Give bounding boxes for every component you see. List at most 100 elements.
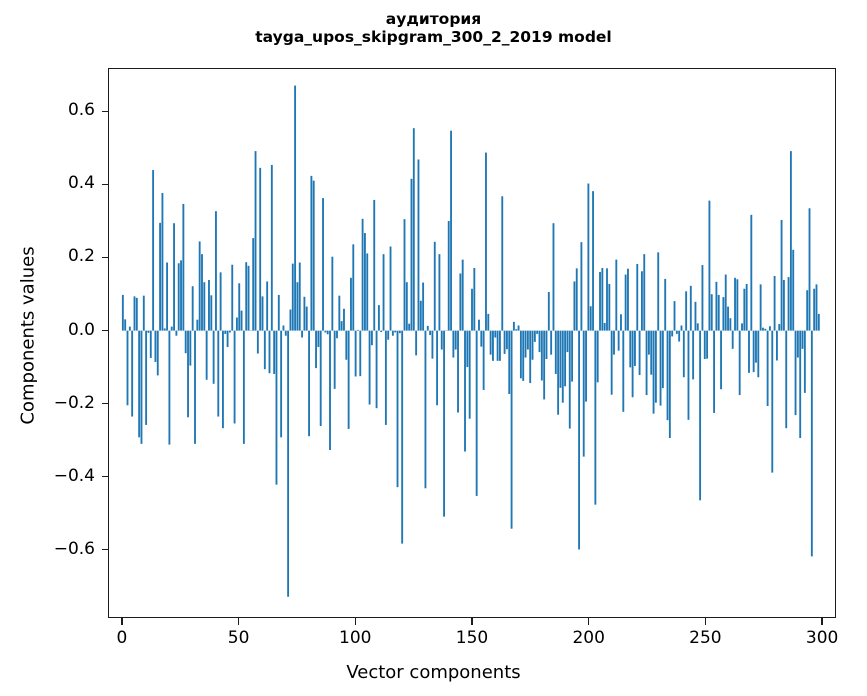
- bar: [231, 264, 234, 331]
- bar: [329, 330, 331, 451]
- bar: [720, 330, 722, 390]
- bar: [789, 151, 792, 331]
- bar: [564, 330, 567, 387]
- bar: [750, 214, 753, 331]
- bar: [205, 330, 208, 380]
- bar: [170, 326, 173, 331]
- bar: [703, 330, 706, 360]
- bar: [447, 221, 450, 331]
- bar: [431, 330, 434, 359]
- bar: [650, 330, 653, 375]
- bar: [624, 274, 627, 331]
- y-axis-tick-label: 0.0: [67, 319, 95, 340]
- bar: [706, 330, 709, 359]
- bar: [252, 238, 255, 331]
- bar: [324, 330, 327, 333]
- bar: [201, 254, 203, 331]
- bar: [806, 290, 809, 331]
- bar: [266, 281, 269, 331]
- bar: [203, 282, 206, 331]
- bar: [773, 276, 776, 331]
- bar: [817, 313, 820, 331]
- bar: [152, 170, 155, 331]
- bar: [815, 284, 818, 331]
- bar: [405, 282, 408, 331]
- bar: [315, 330, 317, 369]
- bar: [147, 330, 150, 333]
- bar: [187, 330, 189, 418]
- bar: [578, 330, 581, 550]
- bar: [212, 330, 215, 384]
- bar: [382, 254, 385, 331]
- bar: [496, 330, 499, 361]
- bar: [322, 198, 324, 331]
- bar: [792, 249, 795, 331]
- bar: [634, 330, 636, 366]
- bar: [615, 259, 618, 331]
- bar: [273, 330, 276, 374]
- bar: [363, 233, 366, 331]
- x-axis-tick-label: 250: [689, 628, 722, 648]
- bar: [156, 330, 159, 376]
- x-axis-tick-label: 0: [116, 628, 128, 648]
- y-axis-tick-mark: [101, 183, 108, 186]
- bar: [494, 330, 497, 338]
- bar: [713, 330, 716, 413]
- bar: [692, 330, 695, 380]
- bar: [270, 164, 273, 331]
- bar: [531, 330, 534, 360]
- bar: [487, 313, 490, 331]
- bar: [803, 330, 806, 393]
- bar: [580, 242, 583, 331]
- bar: [759, 284, 762, 331]
- bar: [191, 286, 194, 331]
- bar: [499, 330, 501, 361]
- bar: [303, 296, 306, 331]
- bar: [596, 330, 599, 383]
- bar-series-canvas: [121, 85, 820, 597]
- bar: [654, 330, 657, 403]
- bar: [417, 159, 420, 331]
- bar: [131, 330, 134, 417]
- bar: [298, 262, 301, 331]
- y-axis-tick-label: −0.6: [53, 538, 95, 559]
- y-axis-tick-mark: [101, 476, 108, 478]
- x-axis-tick-mark: [704, 618, 707, 625]
- bar: [640, 271, 643, 331]
- bar: [163, 328, 166, 331]
- bar: [787, 277, 790, 331]
- bar: [340, 321, 343, 331]
- bar: [603, 322, 606, 331]
- bar: [617, 330, 620, 351]
- bar: [678, 330, 681, 342]
- bar: [277, 294, 280, 331]
- bar: [280, 330, 283, 438]
- bar: [370, 330, 373, 346]
- bar: [452, 330, 455, 358]
- plot-area: [108, 68, 836, 618]
- bar: [238, 283, 241, 331]
- bar: [133, 296, 136, 331]
- bar: [610, 330, 613, 395]
- bar: [350, 277, 352, 331]
- bar: [631, 330, 634, 398]
- bar: [375, 330, 378, 409]
- bar: [128, 326, 131, 331]
- y-axis-tick-mark: [101, 549, 108, 551]
- bar: [166, 262, 169, 331]
- x-axis-tick-mark: [237, 618, 240, 625]
- bar: [208, 280, 210, 331]
- bar: [391, 330, 394, 336]
- bar: [140, 330, 143, 444]
- y-axis-tick-label: −0.2: [53, 392, 95, 413]
- bar: [533, 330, 536, 342]
- y-axis-tick-mark: [101, 403, 108, 405]
- bar: [524, 330, 527, 358]
- bar: [701, 265, 704, 331]
- bar: [345, 330, 348, 360]
- bar: [398, 330, 401, 334]
- bar: [545, 330, 548, 360]
- bar: [308, 330, 310, 437]
- bar: [401, 330, 404, 544]
- bar: [305, 306, 308, 331]
